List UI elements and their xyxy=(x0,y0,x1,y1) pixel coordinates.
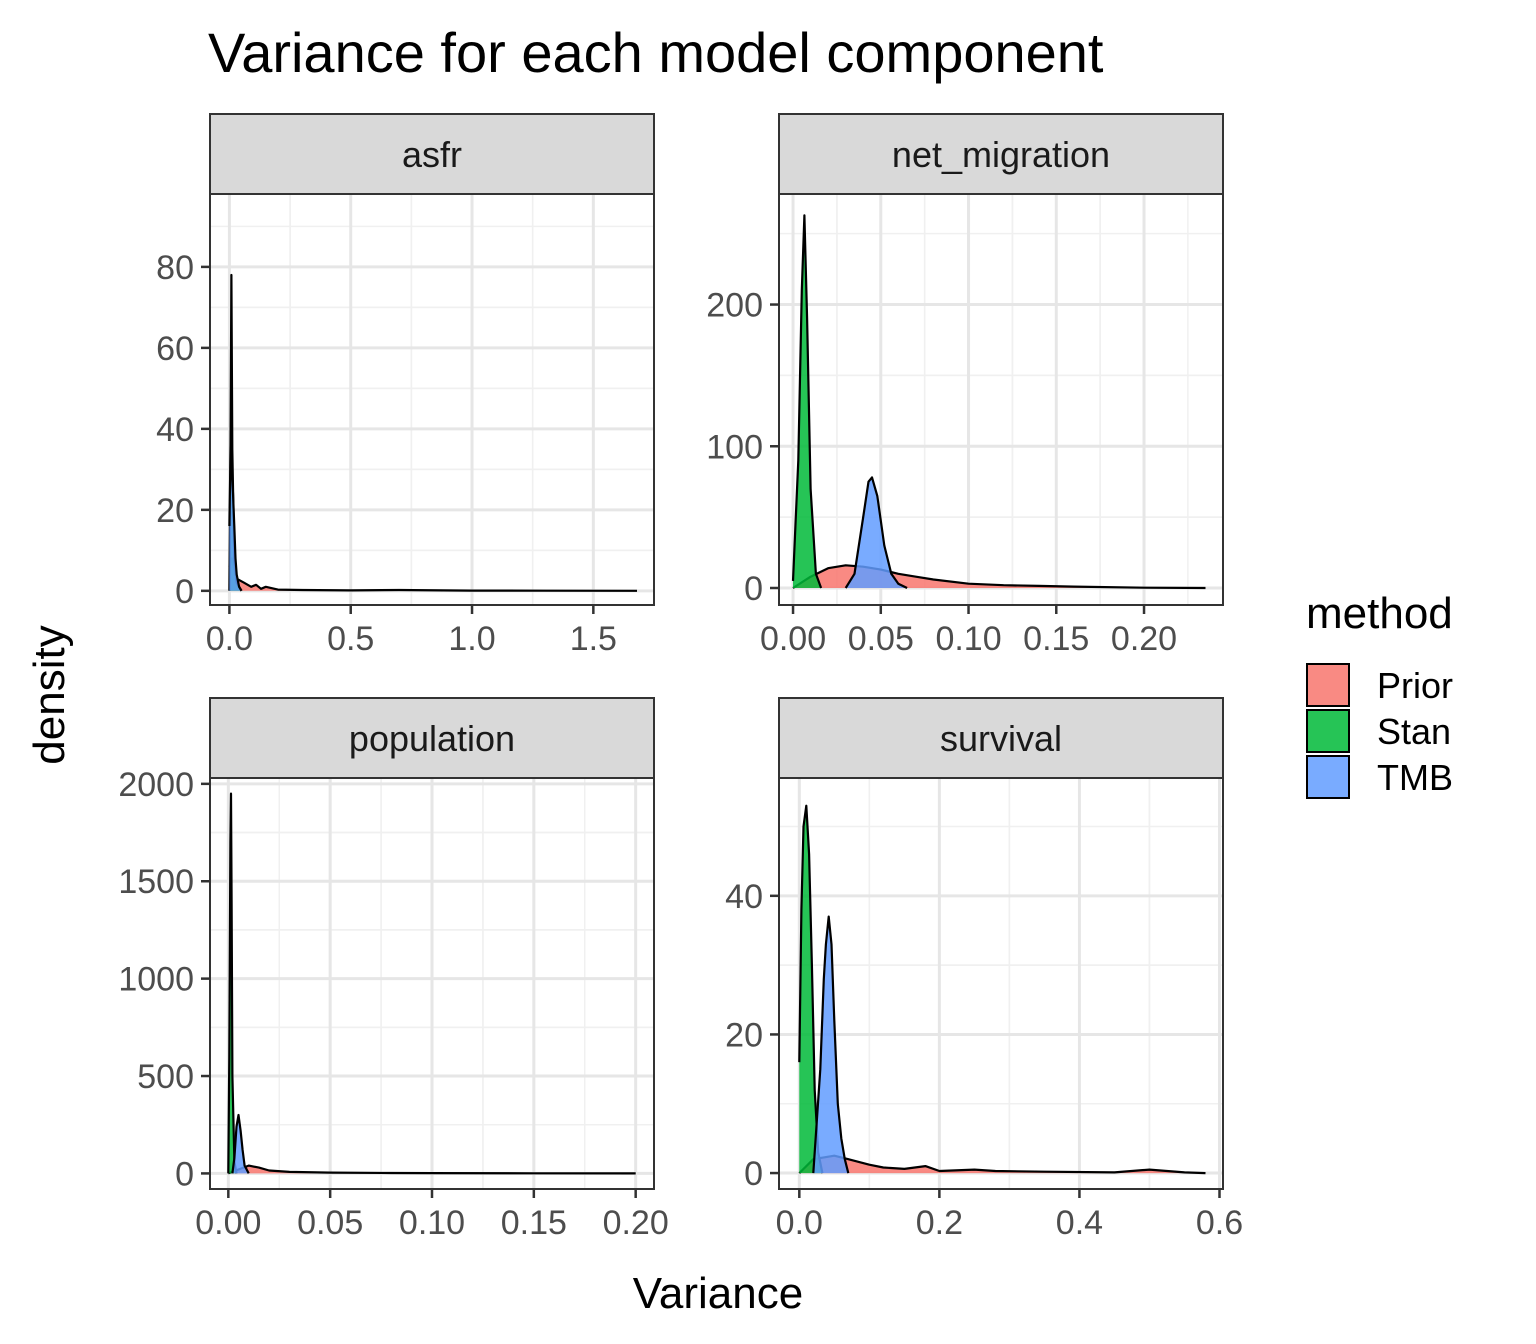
density-area-stan xyxy=(799,805,823,1174)
plot-area-asfr xyxy=(210,194,654,605)
y-tick-label: 1500 xyxy=(118,863,194,901)
y-axis-title: density xyxy=(25,625,74,764)
x-tick-label: 0.15 xyxy=(1023,620,1089,658)
legend-swatch-stan xyxy=(1306,709,1350,753)
panel-background xyxy=(779,778,1223,1189)
legend-item-tmb: TMB xyxy=(1306,755,1453,799)
x-tick-label: 0.5 xyxy=(327,620,374,658)
strip-label-population: population xyxy=(349,718,515,759)
strip-label-asfr: asfr xyxy=(402,134,462,175)
legend-item-stan: Stan xyxy=(1306,709,1451,753)
x-tick-label: 0.0 xyxy=(776,1204,823,1242)
y-tick-label: 200 xyxy=(706,287,763,325)
panel-background xyxy=(210,194,654,605)
legend-label-tmb: TMB xyxy=(1377,757,1453,798)
x-axis-title: Variance xyxy=(633,1269,803,1318)
y-tick-label: 40 xyxy=(725,878,763,916)
panel-background xyxy=(779,194,1223,605)
panel-asfr: asfr 0.0 0.5 1.0 1.5 0 20 40 60 80 xyxy=(156,113,655,658)
density-area-stan xyxy=(793,215,822,589)
y-tick-label: 0 xyxy=(744,1155,763,1193)
legend-title: method xyxy=(1306,589,1453,638)
x-tick-label: 0.05 xyxy=(297,1204,363,1242)
density-line-tmb xyxy=(228,444,243,592)
panel-border xyxy=(778,193,1224,606)
strip-asfr xyxy=(209,113,655,195)
plot-area-population xyxy=(210,778,654,1189)
plot-area-survival xyxy=(779,778,1223,1189)
legend: method Prior Stan TMB xyxy=(1306,589,1453,799)
density-line-tmb xyxy=(231,1113,250,1174)
density-line-tmb xyxy=(844,476,908,589)
strip-label-survival: survival xyxy=(940,718,1062,759)
strip-survival xyxy=(778,697,1224,779)
x-tick-label: 1.0 xyxy=(448,620,495,658)
panel-border xyxy=(209,193,655,606)
strip-label-net-migration: net_migration xyxy=(892,134,1110,175)
x-tick-label: 0.00 xyxy=(195,1204,261,1242)
density-line-prior xyxy=(792,564,1206,590)
y-tick-label: 2000 xyxy=(118,766,194,804)
x-tick-label: 1.5 xyxy=(570,620,617,658)
plot-area-net-migration xyxy=(779,194,1223,605)
y-tick-label: 20 xyxy=(156,492,194,530)
strip-net-migration xyxy=(778,113,1224,195)
x-tick-label: 0.20 xyxy=(1111,620,1177,658)
y-tick-label: 0 xyxy=(175,573,194,611)
panels: asfr 0.0 0.5 1.0 1.5 0 20 40 60 80 net_migration 0.… xyxy=(118,113,1243,1242)
y-tick-label: 40 xyxy=(156,411,194,449)
x-tick-label: 0.15 xyxy=(501,1204,567,1242)
chart-title: Variance for each model component xyxy=(208,21,1104,84)
panel-net-migration: net_migration 0.00 0.05 0.10 0.15 0.20 0 100 200 xyxy=(706,113,1224,658)
legend-label-stan: Stan xyxy=(1377,711,1451,752)
density-line-prior xyxy=(228,557,638,592)
x-tick-label: 0.2 xyxy=(916,1204,963,1242)
legend-swatch-tmb xyxy=(1306,755,1350,799)
x-tick-label: 0.10 xyxy=(935,620,1001,658)
y-tick-label: 80 xyxy=(156,249,194,287)
x-tick-label: 0.4 xyxy=(1056,1204,1103,1242)
strip-population xyxy=(209,697,655,779)
x-tick-label: 0.6 xyxy=(1196,1204,1243,1242)
density-area-tmb xyxy=(229,445,242,591)
panel-population: population 0.00 0.05 0.10 0.15 0.20 0 500 1000 15… xyxy=(118,697,669,1242)
x-tick-label: 0.00 xyxy=(760,620,826,658)
y-tick-label: 60 xyxy=(156,330,194,368)
x-tick-label: 0.10 xyxy=(399,1204,465,1242)
y-tick-label: 0 xyxy=(175,1155,194,1193)
panel-border xyxy=(778,777,1224,1190)
y-tick-label: 100 xyxy=(706,428,763,466)
x-tick-label: 0.0 xyxy=(206,620,253,658)
panel-survival: survival 0.0 0.2 0.4 0.6 0 20 40 xyxy=(725,697,1243,1242)
legend-swatch-prior xyxy=(1306,663,1350,707)
y-tick-label: 500 xyxy=(137,1058,194,1096)
x-tick-label: 0.20 xyxy=(603,1204,669,1242)
density-line-stan xyxy=(791,214,823,589)
legend-item-prior: Prior xyxy=(1306,663,1453,707)
density-area-tmb xyxy=(813,916,849,1174)
y-tick-label: 20 xyxy=(725,1016,763,1054)
legend-entries: Prior Stan TMB xyxy=(1306,663,1453,799)
density-line-tmb xyxy=(812,915,850,1174)
y-tick-label: 0 xyxy=(744,570,763,608)
y-tick-label: 1000 xyxy=(118,961,194,999)
density-area-prior xyxy=(228,1165,636,1174)
legend-label-prior: Prior xyxy=(1377,665,1453,706)
density-area-tmb xyxy=(845,477,908,588)
x-tick-label: 0.05 xyxy=(848,620,914,658)
